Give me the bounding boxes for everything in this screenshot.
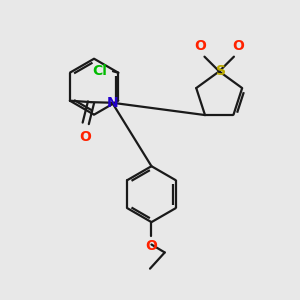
Text: N: N [106,96,118,110]
Text: S: S [216,64,226,78]
Text: O: O [232,38,244,52]
Text: O: O [194,38,206,52]
Text: Cl: Cl [92,64,107,78]
Text: O: O [145,239,157,253]
Text: O: O [79,130,91,144]
